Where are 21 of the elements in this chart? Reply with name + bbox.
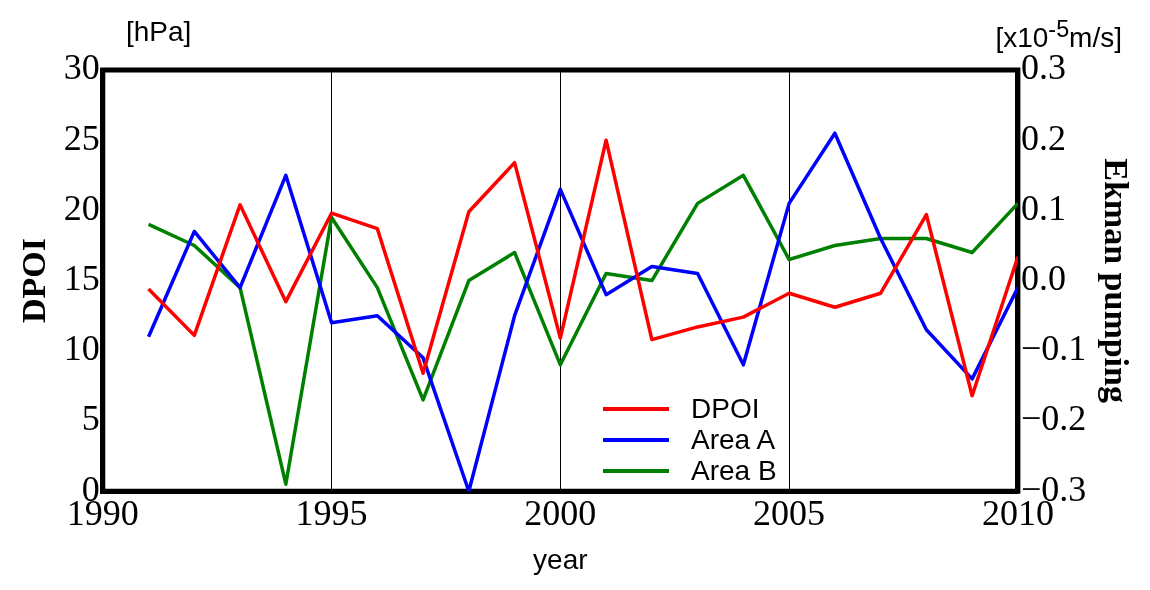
y2-tick-label: 0.1: [1020, 187, 1066, 228]
x-tick-label: 2000: [524, 493, 597, 534]
y2-tick-label: 0.0: [1020, 258, 1066, 299]
y-tick-label: 10: [63, 328, 100, 369]
y-tick-label: 20: [63, 187, 100, 228]
legend-label: Area A: [691, 424, 776, 455]
y2-tick-label: −0.1: [1020, 328, 1087, 369]
x-tick-label: 1995: [295, 493, 368, 534]
y2-tick-label: 0.2: [1020, 117, 1066, 158]
legend-label: DPOI: [691, 393, 760, 424]
legend-label: Area B: [691, 455, 777, 486]
y-tick-label: 25: [63, 117, 100, 158]
y-tick-label: 30: [63, 47, 100, 88]
y-tick-label: 15: [63, 258, 100, 299]
y-tick-label: 5: [81, 398, 100, 439]
y2-tick-label: −0.2: [1020, 398, 1087, 439]
x-axis-title: year: [533, 543, 588, 575]
x-tick-label: 2005: [753, 493, 826, 534]
text: [hPa]: [126, 16, 192, 48]
y-axis-title: DPOI: [15, 238, 53, 324]
y2-axis-title: Ekman pumping: [1097, 158, 1135, 403]
